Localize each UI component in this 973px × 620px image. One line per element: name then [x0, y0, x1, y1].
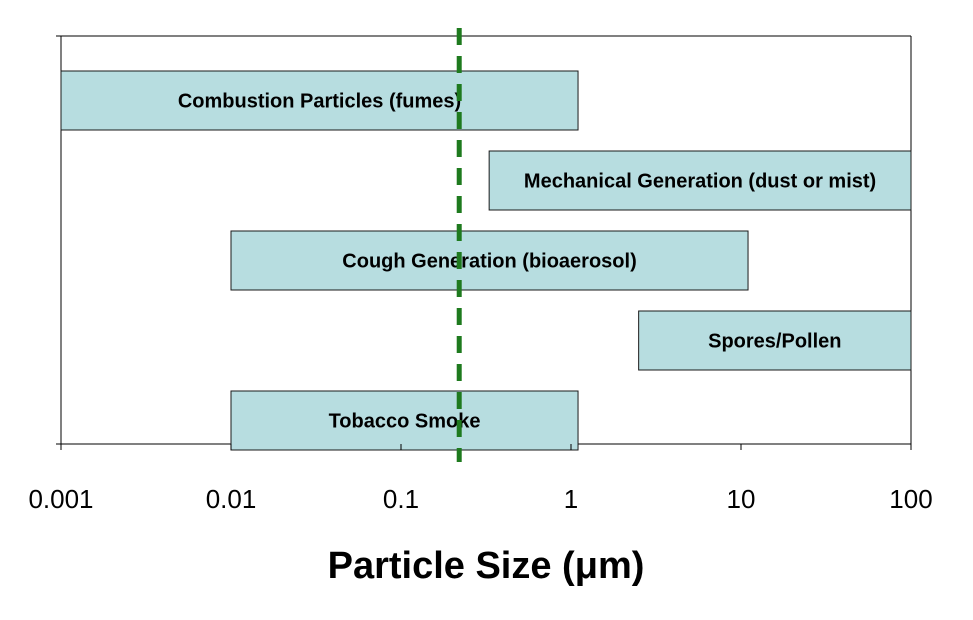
range-bar: Spores/Pollen	[638, 310, 912, 371]
range-bar-rect	[230, 230, 749, 291]
range-bar-label: Mechanical Generation (dust or mist)	[524, 171, 876, 193]
x-tick-label: 1	[564, 484, 578, 514]
range-bar-rect	[230, 390, 579, 451]
range-bar-rect	[60, 70, 579, 131]
bars-group: Combustion Particles (fumes) Mechanical G…	[60, 70, 912, 451]
x-axis-title: Particle Size (μm)	[328, 545, 645, 587]
x-tick-label: 0.001	[28, 484, 93, 514]
range-bar: Mechanical Generation (dust or mist)	[488, 150, 912, 211]
x-axis-ticks: 0.001 0.01 0.1 1 10 100	[28, 444, 933, 514]
range-bar-label: Tobacco Smoke	[329, 411, 481, 433]
range-bar-rect	[488, 150, 912, 211]
range-bar: Combustion Particles (fumes)	[60, 70, 579, 131]
range-bar-label: Spores/Pollen	[708, 331, 841, 353]
range-bar-label: Cough Generation (bioaerosol)	[342, 251, 636, 273]
range-bar: Cough Generation (bioaerosol)	[230, 230, 749, 291]
x-tick-label: 0.01	[206, 484, 257, 514]
range-bar: Tobacco Smoke	[230, 390, 579, 451]
x-tick-label: 0.1	[383, 484, 419, 514]
x-tick-label: 10	[727, 484, 756, 514]
x-tick-label: 100	[889, 484, 932, 514]
range-bar-rect	[638, 310, 912, 371]
range-bar-label: Combustion Particles (fumes)	[178, 91, 461, 113]
